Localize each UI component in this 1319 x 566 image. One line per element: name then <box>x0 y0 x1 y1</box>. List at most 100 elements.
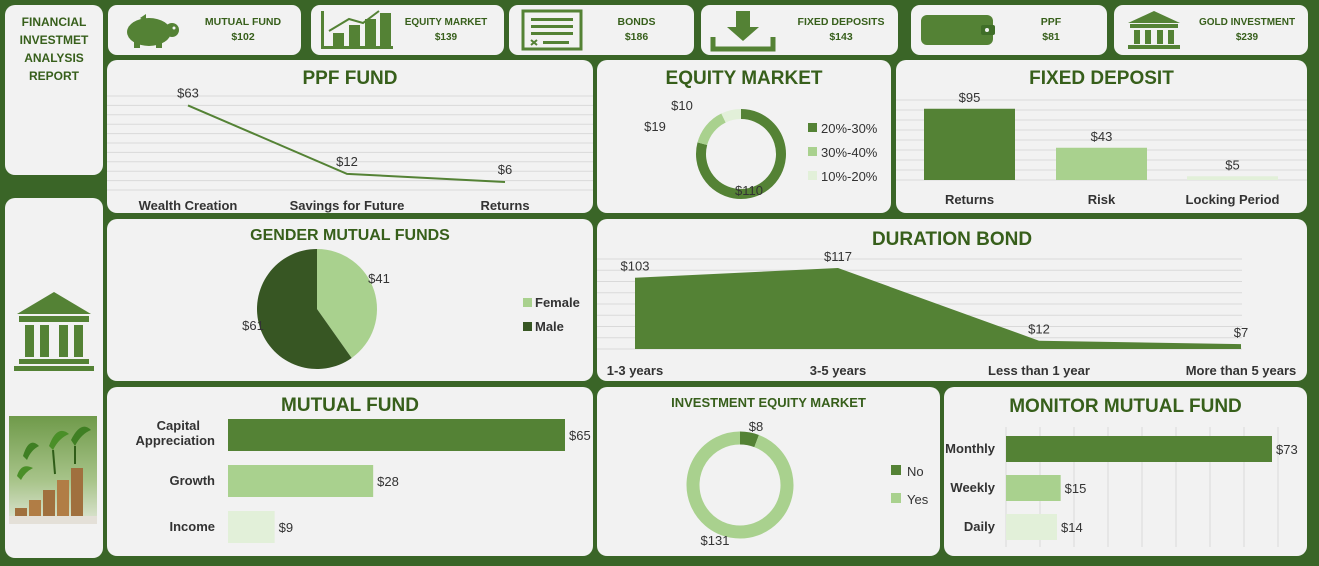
duration-bond-title: DURATION BOND <box>871 229 1033 250</box>
mutual-fund-title: MUTUAL FUND <box>281 395 419 416</box>
wallet-icon <box>921 15 995 45</box>
kpi-value: $102 <box>231 31 255 43</box>
ppf-fund-panel: PPF FUND $63 Wealth Creation $12 Savings fo… <box>107 60 593 213</box>
donut-slice <box>697 113 726 146</box>
ppf-fund-title: PPF FUND <box>302 68 398 89</box>
kpi-label: BONDS <box>617 16 656 28</box>
report-title-panel: FINANCIAL INVESTMET ANALYSIS REPORT <box>5 5 103 175</box>
ppf-fund-chart: $63 Wealth Creation $12 Savings for Future $… <box>107 85 593 213</box>
legend-swatch <box>523 322 532 331</box>
category-label: Weekly <box>950 480 995 495</box>
fd-bar <box>924 108 1015 180</box>
data-label: $7 <box>1234 325 1248 340</box>
kpi-card-gold-investment: GOLD INVESTMENT $239 <box>1114 5 1308 55</box>
legend-swatch <box>808 147 817 156</box>
gender-mutual-funds-chart: $41 $61 Female Male <box>242 249 580 369</box>
legend-label: 20%-30% <box>821 121 878 136</box>
category-label: Returns <box>480 198 529 213</box>
data-label: $14 <box>1061 520 1083 535</box>
gender-mutual-funds-panel: GENDER MUTUAL FUNDS $41 $61 Female Male <box>107 219 593 381</box>
category-label: Capital <box>157 418 200 433</box>
data-label: $61 <box>242 318 264 333</box>
investment-equity-market-chart: $8 $131 No Yes <box>686 419 929 548</box>
investment-equity-market-title: INVESTMENT EQUITY MARKET <box>671 395 866 410</box>
data-label: $12 <box>336 154 358 169</box>
data-label: $117 <box>824 249 852 264</box>
category-label: Daily <box>964 519 996 534</box>
category-label: Growth <box>170 473 216 488</box>
legend-label: Female <box>535 295 580 310</box>
report-title: FINANCIAL INVESTMET ANALYSIS REPORT <box>5 13 103 85</box>
donut-slice <box>696 109 786 199</box>
data-label: $43 <box>1091 129 1113 144</box>
legend-label: No <box>907 464 924 479</box>
report-title-line: ANALYSIS <box>24 51 84 65</box>
duration-bond-panel: DURATION BOND $103 $117 $12 $7 1-3 years 3-5 … <box>597 219 1307 381</box>
kpi-value: $143 <box>829 31 853 43</box>
monitor-bar <box>1006 514 1058 540</box>
ppf-series-line <box>187 104 506 183</box>
fd-bar <box>1056 147 1147 180</box>
data-label: $103 <box>621 259 650 274</box>
kpi-card-ppf: PPF $81 <box>911 5 1107 55</box>
equity-market-title: EQUITY MARKET <box>665 68 823 89</box>
category-label: Less than 1 year <box>988 363 1090 378</box>
kpi-label: PPF <box>1040 16 1062 28</box>
category-label: Wealth Creation <box>139 198 238 213</box>
mutual-bar <box>228 419 565 451</box>
category-label: Income <box>169 519 215 534</box>
kpi-value: $239 <box>1235 32 1259 43</box>
kpi-label: FIXED DEPOSITS <box>797 16 885 28</box>
bank-building-icon <box>1128 11 1180 49</box>
kpi-label: MUTUAL FUND <box>204 16 282 28</box>
data-label: $41 <box>368 271 390 286</box>
pie-slice <box>317 249 378 358</box>
kpi-label: EQUITY MARKET <box>404 17 488 28</box>
data-label: $19 <box>644 119 666 134</box>
monitor-bar <box>1006 475 1061 501</box>
data-label: $15 <box>1065 481 1087 496</box>
data-label: $28 <box>377 474 399 489</box>
category-label: Locking Period <box>1186 192 1280 207</box>
category-label: Appreciation <box>136 433 216 448</box>
coin-stacks-plant-photo <box>9 416 97 524</box>
data-label: $131 <box>701 533 730 548</box>
donut-slice <box>721 109 742 123</box>
legend-label: Yes <box>907 492 929 507</box>
fd-bar <box>1187 176 1278 180</box>
kpi-value: $139 <box>434 32 458 43</box>
data-label: $9 <box>279 520 293 535</box>
category-label: Risk <box>1088 192 1116 207</box>
data-label: $6 <box>498 162 512 177</box>
monitor-mutual-fund-chart: $73 Monthly $15 Weekly $14 Daily <box>945 427 1298 547</box>
monitor-bar <box>1006 436 1272 462</box>
donut-slice <box>686 431 794 539</box>
category-label: 1-3 years <box>607 363 663 378</box>
data-label: $65 <box>569 428 591 443</box>
data-label: $73 <box>1276 442 1298 457</box>
data-label: $5 <box>1225 157 1239 172</box>
equity-market-panel: EQUITY MARKET $110 $19 $10 20%-30% 30%-40% 10… <box>597 60 891 213</box>
kpi-value: $186 <box>624 31 649 43</box>
legend-swatch <box>891 493 901 503</box>
kpi-label: GOLD INVESTMENT <box>1198 17 1296 28</box>
download-tray-icon <box>710 11 776 52</box>
piggy-bank-icon <box>127 14 179 48</box>
bar-chart-icon <box>321 10 393 49</box>
kpi-card-fixed-deposits: FIXED DEPOSITS $143 <box>701 5 898 55</box>
equity-market-chart: $110 $19 $10 20%-30% 30%-40% 10%-20% <box>644 98 878 199</box>
kpi-value: $81 <box>1042 31 1060 43</box>
legend-swatch <box>808 123 817 132</box>
fixed-deposit-title: FIXED DEPOSIT <box>1029 68 1174 89</box>
data-label: $63 <box>177 85 199 100</box>
category-label: More than 5 years <box>1186 363 1297 378</box>
mutual-bar <box>228 465 374 497</box>
legend-label: Male <box>535 319 564 334</box>
report-title-line: FINANCIAL <box>21 15 87 29</box>
report-title-line: REPORT <box>28 69 79 83</box>
monitor-mutual-fund-panel: MONITOR MUTUAL FUND $73 Monthly $15 Weekly $… <box>944 387 1307 556</box>
kpi-card-mutual-fund: MUTUAL FUND $102 <box>108 5 301 55</box>
legend-label: 30%-40% <box>821 145 878 160</box>
legend-label: 10%-20% <box>821 169 878 184</box>
